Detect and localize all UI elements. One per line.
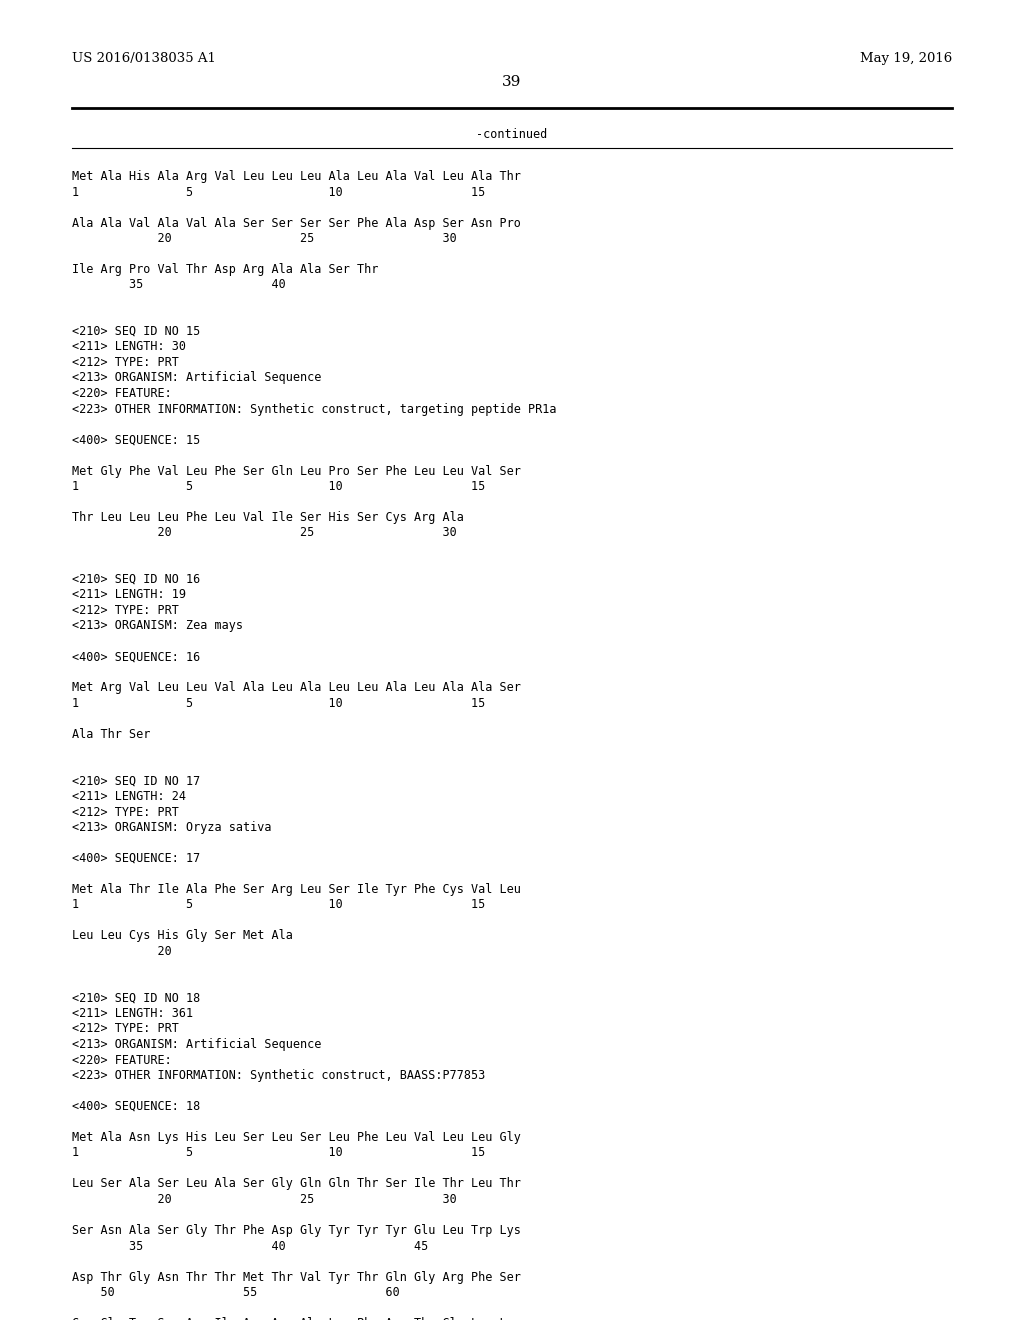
Text: May 19, 2016: May 19, 2016	[860, 51, 952, 65]
Text: Met Ala His Ala Arg Val Leu Leu Leu Ala Leu Ala Val Leu Ala Thr: Met Ala His Ala Arg Val Leu Leu Leu Ala …	[72, 170, 521, 183]
Text: Ala Ala Val Ala Val Ala Ser Ser Ser Ser Phe Ala Asp Ser Asn Pro: Ala Ala Val Ala Val Ala Ser Ser Ser Ser …	[72, 216, 521, 230]
Text: <210> SEQ ID NO 15: <210> SEQ ID NO 15	[72, 325, 201, 338]
Text: <223> OTHER INFORMATION: Synthetic construct, BAASS:P77853: <223> OTHER INFORMATION: Synthetic const…	[72, 1069, 485, 1082]
Text: <211> LENGTH: 24: <211> LENGTH: 24	[72, 789, 186, 803]
Text: Cys Gln Trp Ser Asn Ile Asn Asn Ala Leu Phe Arg Thr Gly Lys Lys: Cys Gln Trp Ser Asn Ile Asn Asn Ala Leu …	[72, 1317, 521, 1320]
Text: <211> LENGTH: 19: <211> LENGTH: 19	[72, 589, 186, 602]
Text: US 2016/0138035 A1: US 2016/0138035 A1	[72, 51, 216, 65]
Text: <223> OTHER INFORMATION: Synthetic construct, targeting peptide PR1a: <223> OTHER INFORMATION: Synthetic const…	[72, 403, 556, 416]
Text: <220> FEATURE:: <220> FEATURE:	[72, 1053, 172, 1067]
Text: 1               5                   10                  15: 1 5 10 15	[72, 186, 485, 198]
Text: Ile Arg Pro Val Thr Asp Arg Ala Ala Ser Thr: Ile Arg Pro Val Thr Asp Arg Ala Ala Ser …	[72, 263, 379, 276]
Text: Asp Thr Gly Asn Thr Thr Met Thr Val Tyr Thr Gln Gly Arg Phe Ser: Asp Thr Gly Asn Thr Thr Met Thr Val Tyr …	[72, 1270, 521, 1283]
Text: Leu Leu Cys His Gly Ser Met Ala: Leu Leu Cys His Gly Ser Met Ala	[72, 929, 293, 942]
Text: Met Ala Thr Ile Ala Phe Ser Arg Leu Ser Ile Tyr Phe Cys Val Leu: Met Ala Thr Ile Ala Phe Ser Arg Leu Ser …	[72, 883, 521, 896]
Text: 1               5                   10                  15: 1 5 10 15	[72, 697, 485, 710]
Text: Ser Asn Ala Ser Gly Thr Phe Asp Gly Tyr Tyr Tyr Glu Leu Trp Lys: Ser Asn Ala Ser Gly Thr Phe Asp Gly Tyr …	[72, 1224, 521, 1237]
Text: <211> LENGTH: 361: <211> LENGTH: 361	[72, 1007, 194, 1020]
Text: Met Ala Asn Lys His Leu Ser Leu Ser Leu Phe Leu Val Leu Leu Gly: Met Ala Asn Lys His Leu Ser Leu Ser Leu …	[72, 1131, 521, 1144]
Text: Met Gly Phe Val Leu Phe Ser Gln Leu Pro Ser Phe Leu Leu Val Ser: Met Gly Phe Val Leu Phe Ser Gln Leu Pro …	[72, 465, 521, 478]
Text: 35                  40: 35 40	[72, 279, 286, 292]
Text: 39: 39	[503, 75, 521, 88]
Text: <213> ORGANISM: Oryza sativa: <213> ORGANISM: Oryza sativa	[72, 821, 271, 834]
Text: Met Arg Val Leu Leu Val Ala Leu Ala Leu Leu Ala Leu Ala Ala Ser: Met Arg Val Leu Leu Val Ala Leu Ala Leu …	[72, 681, 521, 694]
Text: 1               5                   10                  15: 1 5 10 15	[72, 480, 485, 492]
Text: <210> SEQ ID NO 16: <210> SEQ ID NO 16	[72, 573, 201, 586]
Text: <212> TYPE: PRT: <212> TYPE: PRT	[72, 1023, 179, 1035]
Text: <400> SEQUENCE: 18: <400> SEQUENCE: 18	[72, 1100, 201, 1113]
Text: 20: 20	[72, 945, 172, 958]
Text: 35                  40                  45: 35 40 45	[72, 1239, 428, 1253]
Text: <400> SEQUENCE: 15: <400> SEQUENCE: 15	[72, 433, 201, 446]
Text: 20                  25                  30: 20 25 30	[72, 232, 457, 246]
Text: 1               5                   10                  15: 1 5 10 15	[72, 899, 485, 912]
Text: <211> LENGTH: 30: <211> LENGTH: 30	[72, 341, 186, 354]
Text: <212> TYPE: PRT: <212> TYPE: PRT	[72, 356, 179, 370]
Text: <213> ORGANISM: Zea mays: <213> ORGANISM: Zea mays	[72, 619, 243, 632]
Text: <212> TYPE: PRT: <212> TYPE: PRT	[72, 605, 179, 616]
Text: <210> SEQ ID NO 18: <210> SEQ ID NO 18	[72, 991, 201, 1005]
Text: Leu Ser Ala Ser Leu Ala Ser Gly Gln Gln Thr Ser Ile Thr Leu Thr: Leu Ser Ala Ser Leu Ala Ser Gly Gln Gln …	[72, 1177, 521, 1191]
Text: -continued: -continued	[476, 128, 548, 141]
Text: <213> ORGANISM: Artificial Sequence: <213> ORGANISM: Artificial Sequence	[72, 1038, 322, 1051]
Text: <400> SEQUENCE: 17: <400> SEQUENCE: 17	[72, 851, 201, 865]
Text: <212> TYPE: PRT: <212> TYPE: PRT	[72, 805, 179, 818]
Text: <213> ORGANISM: Artificial Sequence: <213> ORGANISM: Artificial Sequence	[72, 371, 322, 384]
Text: <220> FEATURE:: <220> FEATURE:	[72, 387, 172, 400]
Text: 50                  55                  60: 50 55 60	[72, 1286, 399, 1299]
Text: 20                  25                  30: 20 25 30	[72, 1193, 457, 1206]
Text: <210> SEQ ID NO 17: <210> SEQ ID NO 17	[72, 775, 201, 788]
Text: Ala Thr Ser: Ala Thr Ser	[72, 729, 151, 741]
Text: Thr Leu Leu Leu Phe Leu Val Ile Ser His Ser Cys Arg Ala: Thr Leu Leu Leu Phe Leu Val Ile Ser His …	[72, 511, 464, 524]
Text: 20                  25                  30: 20 25 30	[72, 527, 457, 540]
Text: 1               5                   10                  15: 1 5 10 15	[72, 1147, 485, 1159]
Text: <400> SEQUENCE: 16: <400> SEQUENCE: 16	[72, 651, 201, 664]
